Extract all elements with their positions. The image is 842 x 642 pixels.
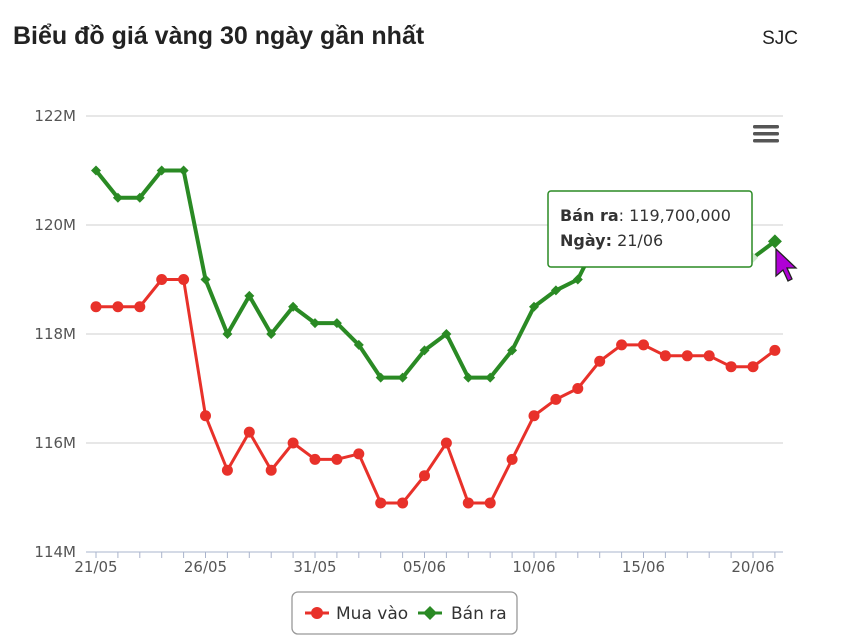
data-point[interactable] [440, 437, 452, 449]
data-point[interactable] [419, 345, 430, 356]
data-point[interactable] [375, 372, 386, 383]
y-tick-label: 114M [34, 543, 76, 561]
data-point[interactable] [397, 497, 409, 509]
data-point[interactable] [462, 497, 474, 509]
data-point[interactable] [266, 329, 277, 339]
data-point[interactable] [572, 274, 583, 285]
data-point[interactable] [221, 464, 233, 476]
tooltip-value: : 119,700,000 [619, 206, 731, 225]
data-point[interactable] [91, 165, 101, 176]
chart-header: Biểu đồ giá vàng 30 ngày gần nhất SJC [0, 0, 842, 80]
data-point[interactable] [353, 448, 365, 460]
data-point[interactable] [112, 301, 124, 313]
x-tick-label: 21/05 [74, 558, 117, 576]
data-point[interactable] [681, 350, 693, 362]
data-point[interactable] [243, 426, 255, 438]
legend-sell-marker [423, 606, 437, 620]
data-point[interactable] [485, 372, 496, 383]
x-tick-label: 15/06 [622, 558, 665, 576]
data-point[interactable] [419, 470, 430, 482]
series-buy [90, 274, 781, 509]
y-tick-label: 122M [34, 107, 76, 125]
legend-buy-label: Mua vào [336, 604, 408, 624]
data-point[interactable] [594, 355, 606, 367]
x-axis: 21/05 26/05 31/05 05/06 10/06 15/06 20/06 [74, 552, 776, 576]
series-sell-line [94, 168, 602, 380]
data-point[interactable] [703, 350, 715, 362]
legend-item-buy[interactable]: Mua vào [305, 604, 408, 624]
data-point[interactable] [331, 453, 343, 465]
data-point[interactable] [265, 464, 277, 476]
data-point[interactable] [310, 318, 320, 329]
data-point[interactable] [638, 339, 649, 351]
data-point[interactable] [769, 344, 781, 356]
data-point[interactable] [200, 274, 211, 285]
data-point[interactable] [529, 301, 539, 312]
legend-box [291, 591, 518, 635]
data-point[interactable] [178, 274, 190, 285]
data-point[interactable] [441, 329, 452, 339]
data-point[interactable] [572, 383, 584, 394]
data-point[interactable] [747, 361, 759, 373]
data-point[interactable] [375, 497, 387, 509]
x-tick-label: 20/06 [731, 558, 774, 576]
data-point[interactable] [112, 192, 123, 203]
data-point[interactable] [506, 453, 518, 465]
data-point[interactable] [288, 301, 299, 312]
x-tick-label: 26/05 [184, 558, 227, 576]
legend: Mua vào Bán ra [291, 591, 518, 635]
data-point[interactable] [550, 285, 561, 296]
data-point[interactable] [725, 361, 737, 373]
data-point[interactable] [156, 274, 168, 285]
brand-label: SJC [762, 28, 798, 49]
data-point[interactable] [156, 165, 167, 176]
data-point[interactable] [528, 410, 540, 422]
data-point[interactable] [353, 339, 364, 350]
chart-title: Biểu đồ giá vàng 30 ngày gần nhất [13, 22, 425, 50]
legend-item-sell[interactable]: Bán ra [418, 604, 507, 624]
data-point[interactable] [463, 372, 474, 383]
data-point[interactable] [331, 318, 342, 329]
data-point[interactable] [616, 339, 628, 351]
data-point[interactable] [287, 437, 299, 449]
x-tick-label: 05/06 [403, 558, 446, 576]
hamburger-menu-icon [753, 125, 779, 143]
grid-lines [86, 115, 783, 553]
tooltip-series-label: Bán ra [560, 206, 619, 225]
x-tick-label: 31/05 [293, 558, 336, 576]
chart-menu-button[interactable] [748, 120, 784, 150]
legend-sell-label: Bán ra [451, 604, 507, 624]
tooltip-box [547, 190, 753, 268]
y-tick-label: 120M [34, 216, 76, 234]
tooltip-date-label: Ngày: [560, 231, 612, 250]
data-point[interactable] [90, 301, 102, 313]
data-point[interactable] [659, 350, 671, 362]
data-point[interactable] [484, 497, 496, 509]
data-point[interactable] [244, 290, 255, 301]
data-point[interactable] [200, 410, 211, 422]
legend-buy-marker [311, 607, 323, 619]
data-point[interactable] [550, 393, 562, 405]
data-point[interactable] [178, 165, 189, 176]
data-point[interactable] [767, 234, 782, 249]
y-tick-label: 116M [34, 434, 76, 452]
data-point[interactable] [397, 372, 408, 383]
tooltip-line-2: Ngày: 21/06 [560, 231, 663, 250]
y-tick-label: 118M [34, 325, 76, 343]
mouse-cursor-icon [775, 247, 798, 282]
data-point[interactable] [309, 453, 321, 465]
series-buy-line [96, 278, 776, 505]
tooltip: Bán ra: 119,700,000 Ngày: 21/06 [547, 190, 753, 268]
tooltip-line-1: Bán ra: 119,700,000 [560, 206, 731, 225]
y-axis: 114M 116M 118M 120M 122M [34, 107, 76, 561]
data-point[interactable] [134, 192, 145, 203]
data-point[interactable] [507, 345, 518, 356]
data-point[interactable] [222, 329, 233, 339]
tooltip-date-value: 21/06 [612, 231, 663, 250]
x-tick-label: 10/06 [512, 558, 555, 576]
data-point[interactable] [134, 301, 146, 313]
